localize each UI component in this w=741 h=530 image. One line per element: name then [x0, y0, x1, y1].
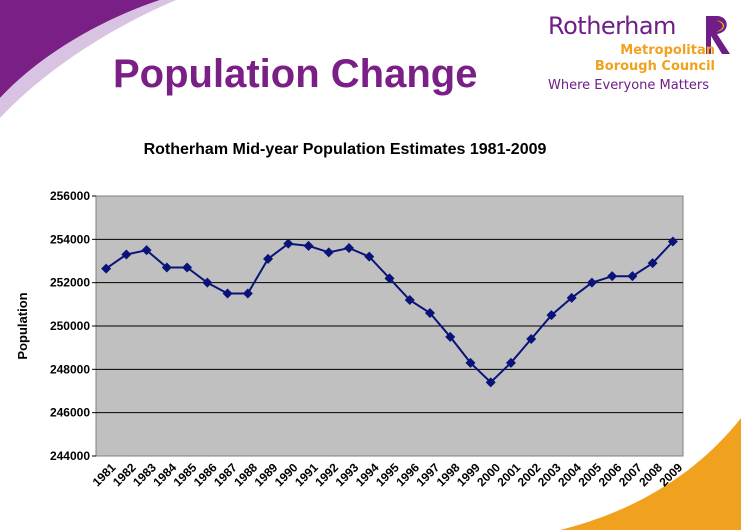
y-tick-label: 252000: [50, 276, 90, 290]
data-point: [263, 253, 274, 264]
data-point: [627, 271, 638, 282]
data-point: [283, 238, 294, 249]
data-point: [323, 247, 334, 258]
purple-corner-swoosh: [0, 0, 160, 98]
orange-corner-swoosh: [560, 418, 741, 530]
logo-line-2: Borough Council: [594, 59, 715, 74]
grid-lines: [96, 238, 683, 414]
data-point: [364, 251, 375, 262]
data-point: [161, 262, 172, 273]
logo-name: Rotherham: [548, 12, 676, 40]
data-point: [667, 236, 678, 247]
data-point: [485, 377, 496, 388]
data-point: [586, 277, 597, 288]
council-logo: Rotherham Metropolitan Borough Council W…: [548, 12, 733, 100]
data-point: [505, 357, 516, 368]
rotherham-r-logo-icon: [706, 16, 730, 54]
data-point: [566, 292, 577, 303]
y-tick-label: 254000: [50, 232, 90, 246]
y-axis-ticks: 244000 246000 248000 250000 252000 254000 2560…: [50, 189, 96, 463]
data-point: [445, 331, 456, 342]
logo-tagline: Where Everyone Matters: [548, 78, 710, 93]
data-point: [121, 249, 132, 260]
data-point: [384, 273, 395, 284]
data-point: [202, 277, 213, 288]
data-point: [647, 258, 658, 269]
x-tick-label: 2009: [656, 460, 685, 489]
x-axis-ticks: 1981198219831984198519861987198819891990…: [90, 460, 686, 489]
y-tick-label: 250000: [50, 319, 90, 333]
data-point: [424, 308, 435, 318]
y-tick-label: 256000: [50, 189, 90, 203]
y-tick-label: 244000: [50, 449, 90, 463]
data-point: [526, 334, 537, 344]
data-point: [101, 263, 112, 274]
data-point: [546, 310, 557, 321]
data-point: [222, 288, 233, 299]
data-point: [182, 262, 193, 273]
data-point: [141, 245, 152, 256]
y-tick-label: 246000: [50, 406, 90, 420]
data-point: [303, 240, 314, 251]
logo-line-1: Metropolitan: [620, 43, 715, 58]
series-points: [101, 236, 678, 388]
page-title: Population Change: [113, 52, 478, 96]
y-axis-label: Population: [15, 292, 30, 359]
data-point: [242, 288, 253, 299]
y-tick-label: 248000: [50, 362, 90, 376]
data-point: [465, 357, 476, 368]
chart-title: Rotherham Mid-year Population Estimates …: [144, 141, 547, 158]
data-point: [344, 243, 355, 253]
data-point: [404, 295, 415, 305]
data-point: [607, 271, 618, 282]
